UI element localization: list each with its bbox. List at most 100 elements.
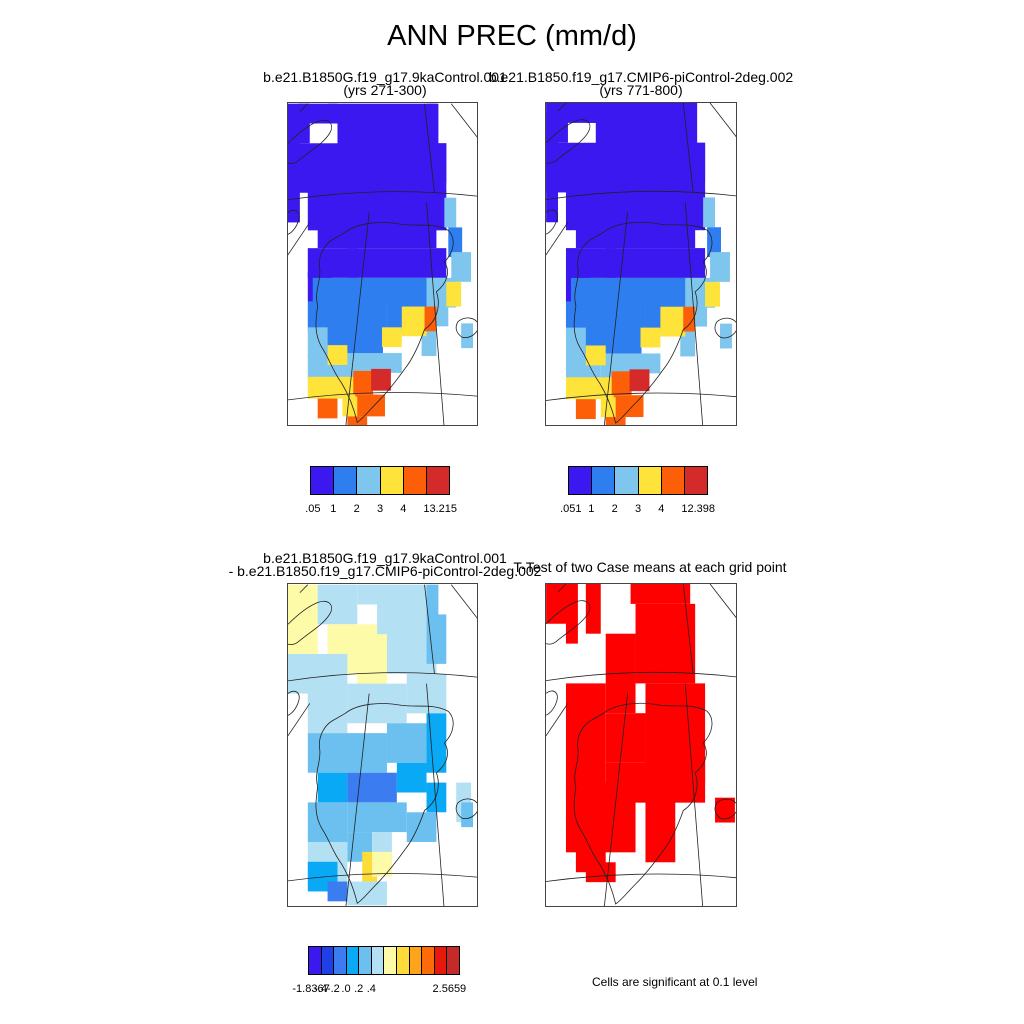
colorbar-case1-tick-label: 2: [353, 503, 360, 515]
diff-line1: b.e21.B1850G.f19_g17.9kaControl.001: [263, 550, 507, 566]
grid-cell: [436, 614, 447, 664]
case1-years: (yrs 271-300): [343, 82, 427, 98]
case2-cells: [546, 103, 732, 425]
colorbar-case2-tick-label: .051: [560, 503, 582, 515]
grid-cell: [605, 713, 646, 763]
colorbar-diff-swatch: [421, 947, 434, 974]
colorbar-case1-tick-label: 4: [400, 503, 407, 515]
colorbar-diff-swatch: [383, 947, 397, 974]
diff-cells: [288, 584, 474, 906]
map-case1: [287, 102, 478, 426]
grid-cell: [386, 723, 427, 763]
grid-cell: [327, 345, 348, 365]
grid-cell: [424, 306, 437, 332]
coastline: [546, 690, 558, 716]
latitude-line: [546, 873, 736, 882]
coastline: [455, 798, 477, 820]
colorbar-case2-tick-label: 12.398: [681, 503, 716, 515]
map-case2: [545, 102, 737, 426]
coastline: [288, 690, 300, 716]
grid-cell: [421, 331, 437, 357]
coastline: [315, 222, 454, 423]
colorbar-case2-tick-label: 4: [658, 503, 665, 515]
grid-cell: [327, 881, 348, 902]
grid-cell: [575, 228, 696, 249]
grid-cell: [645, 762, 676, 863]
colorbar-case2-tick-label: 1: [588, 503, 595, 515]
grid-cell: [565, 584, 578, 644]
grid-cell: [683, 306, 696, 332]
colorbar-diff-swatch: [345, 947, 359, 974]
longitude-line: [450, 103, 477, 138]
grid-cell: [426, 782, 447, 813]
coastline: [546, 119, 591, 164]
colorbar-diff-tick-label: -1.8367: [292, 983, 330, 995]
longitude-line: [557, 103, 567, 112]
longitude-line: [288, 703, 311, 737]
coastline: [288, 600, 332, 645]
map-overlay: [546, 584, 736, 906]
grid-cell: [347, 802, 407, 833]
colorbar-case1-swatch: [379, 467, 403, 494]
grid-cell: [720, 323, 732, 349]
grid-cell: [307, 376, 338, 399]
grid-cell: [685, 103, 698, 163]
grid-cell: [695, 142, 706, 183]
longitude-line: [682, 103, 694, 193]
coastline: [714, 317, 736, 339]
coastline: [288, 119, 332, 164]
grid-cell: [611, 371, 632, 396]
page-title: ANN PREC (mm/d): [387, 20, 637, 52]
grid-cell: [436, 301, 449, 327]
grid-cell: [426, 584, 439, 664]
grid-cell: [695, 301, 708, 327]
coastline: [315, 703, 454, 904]
grid-cell: [565, 683, 606, 793]
grid-cell: [451, 252, 472, 282]
colorbar-diff-swatch: [358, 947, 371, 974]
grid-cell: [406, 812, 437, 842]
grid-cell: [605, 417, 626, 425]
case2-title: b.e21.B1850.f19_g17.CMIP6-piControl-2deg…: [471, 70, 811, 97]
latitude-line: [546, 190, 736, 201]
latitude-line: [546, 392, 736, 401]
significance-cells: [546, 584, 735, 883]
grid-cell: [640, 327, 661, 348]
map-overlay: [288, 584, 477, 906]
colorbar-case2-swatch: [683, 467, 708, 494]
colorbar-case2-swatch: [569, 467, 592, 494]
colorbar-diff-swatch: [309, 947, 321, 974]
grid-cell: [585, 103, 696, 123]
colorbar-case1: [310, 466, 450, 495]
grid-cell: [327, 103, 437, 124]
grid-cell: [546, 112, 559, 223]
grid-cell: [288, 143, 447, 193]
colorbar-case1-ticks: .05 1 2 3 4 13.215: [305, 503, 457, 517]
latitude-line: [546, 671, 736, 682]
grid-cell: [635, 603, 696, 684]
grid-cell: [371, 368, 391, 391]
longitude-line: [709, 584, 736, 619]
colorbar-case2-tick-label: 3: [634, 503, 642, 515]
colorbar-case2: [568, 466, 708, 495]
longitude-line: [682, 584, 694, 674]
grid-cell: [307, 190, 447, 231]
colorbar-case1-tick-label: 13.215: [423, 503, 458, 515]
colorbar-case1-swatch: [356, 467, 380, 494]
grid-cell: [317, 584, 358, 625]
grid-cell: [629, 369, 650, 392]
colorbar-diff-swatch: [333, 947, 346, 974]
grid-cell: [640, 353, 661, 374]
grid-cell: [288, 584, 318, 654]
grid-cell: [461, 323, 474, 349]
grid-cell: [355, 394, 385, 417]
grid-cell: [396, 762, 427, 793]
grid-cell: [406, 673, 447, 714]
colorbar-diff-tick-label: .4: [366, 983, 376, 995]
map-ttest: [545, 583, 737, 907]
colorbar-case1-tick-label: 1: [330, 503, 337, 515]
grid-cell: [565, 301, 646, 332]
longitude-line: [603, 693, 628, 906]
longitude-line: [424, 584, 435, 674]
colorbar-diff-swatch: [446, 947, 459, 974]
